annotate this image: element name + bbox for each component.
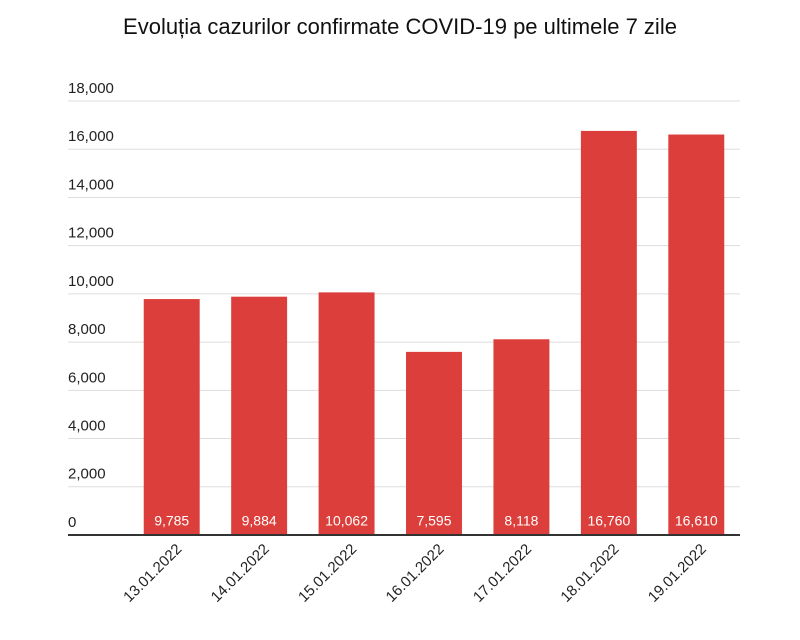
y-tick-label: 10,000 <box>68 273 114 290</box>
y-tick-label: 0 <box>68 514 76 531</box>
bar <box>143 299 200 535</box>
value-label: 8,118 <box>504 513 538 529</box>
value-label: 9,785 <box>154 513 189 529</box>
value-label: 9,884 <box>242 513 277 529</box>
value-label: 10,062 <box>325 513 368 529</box>
bar <box>231 296 288 535</box>
y-tick-label: 16,000 <box>68 128 114 145</box>
y-tick-label: 6,000 <box>68 369 106 386</box>
value-label: 16,610 <box>675 513 718 529</box>
y-tick-label: 12,000 <box>68 225 114 242</box>
bar <box>580 130 637 536</box>
value-label: 7,595 <box>416 513 451 529</box>
y-tick-label: 18,000 <box>68 80 114 97</box>
chart-title: Evoluția cazurilor confirmate COVID-19 p… <box>123 14 677 39</box>
value-label: 16,760 <box>587 513 630 529</box>
bar <box>493 339 550 535</box>
bar <box>406 351 462 535</box>
bar <box>318 292 375 535</box>
y-tick-label: 2,000 <box>68 466 106 483</box>
y-tick-label: 8,000 <box>68 321 106 338</box>
bar <box>668 134 725 535</box>
y-tick-label: 14,000 <box>68 176 114 193</box>
y-tick-label: 4,000 <box>68 418 106 435</box>
